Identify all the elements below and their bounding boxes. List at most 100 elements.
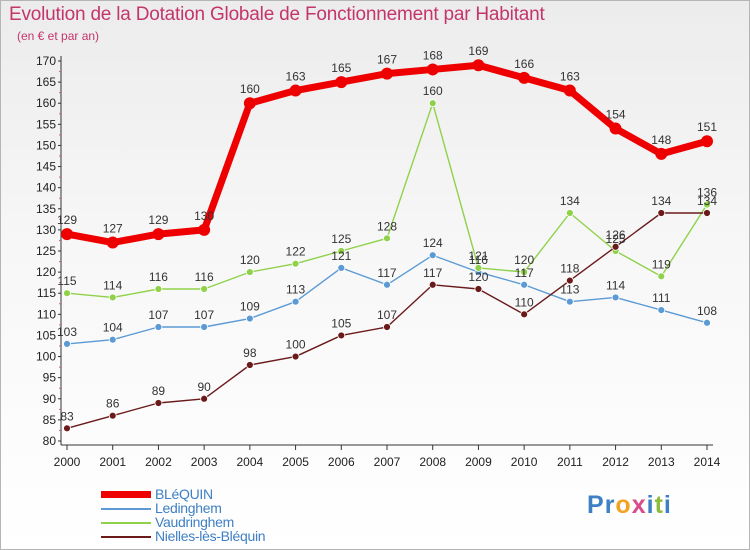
- data-point: [565, 297, 574, 306]
- data-point: [703, 200, 711, 209]
- data-point: [200, 323, 209, 331]
- data-point: [609, 122, 622, 135]
- y-tick-label: 85: [43, 413, 57, 427]
- x-tick-label: 2011: [557, 455, 583, 469]
- data-point: [657, 272, 666, 281]
- data-point: [611, 293, 620, 302]
- data-label: 116: [195, 270, 214, 284]
- data-label: 83: [60, 409, 74, 423]
- y-tick-label: 155: [36, 117, 56, 131]
- data-point: [655, 147, 668, 160]
- data-point: [428, 99, 437, 108]
- proxiti-logo: Proxiti: [587, 491, 672, 520]
- data-point: [337, 263, 346, 272]
- x-tick-label: 2001: [99, 455, 126, 469]
- data-label: 117: [515, 266, 534, 280]
- data-point: [520, 268, 529, 277]
- data-label: 119: [652, 257, 671, 271]
- data-label: 151: [697, 120, 717, 134]
- data-point: [243, 97, 256, 110]
- data-point: [472, 59, 485, 72]
- y-tick-label: 150: [36, 138, 56, 152]
- y-tick-label: 80: [43, 434, 57, 448]
- data-label: 118: [560, 262, 579, 276]
- data-label: 163: [286, 70, 306, 84]
- data-point: [565, 209, 574, 217]
- chart-title: Evolution de la Dotation Globale de Fonc…: [9, 4, 545, 25]
- data-point: [61, 228, 73, 241]
- data-label: 114: [103, 278, 122, 292]
- legend-swatch: [101, 491, 151, 498]
- y-tick-label: 125: [36, 244, 56, 258]
- y-tick-label: 100: [36, 350, 56, 364]
- data-point: [108, 335, 117, 344]
- data-point: [291, 259, 300, 268]
- data-point: [657, 209, 666, 217]
- x-tick-label: 2000: [54, 455, 81, 469]
- data-point: [245, 361, 254, 369]
- data-point: [289, 84, 302, 97]
- data-point: [335, 76, 348, 89]
- y-tick-label: 145: [36, 160, 56, 174]
- data-label: 128: [377, 219, 397, 233]
- legend-swatch: [101, 508, 151, 510]
- x-tick-label: 2005: [282, 455, 309, 469]
- data-point: [428, 251, 437, 260]
- legend-label: BLéQUIN: [155, 486, 213, 502]
- data-label: 127: [103, 222, 123, 236]
- data-label: 129: [57, 213, 77, 227]
- data-point: [428, 280, 437, 289]
- data-label: 130: [194, 209, 214, 223]
- data-label: 107: [148, 308, 168, 322]
- data-point: [474, 263, 483, 272]
- data-label: 89: [152, 384, 166, 398]
- data-label: 104: [103, 321, 123, 335]
- data-point: [383, 323, 391, 331]
- data-label: 115: [57, 274, 76, 288]
- data-label: 134: [651, 194, 671, 208]
- data-point: [337, 331, 346, 340]
- data-label: 110: [515, 295, 534, 309]
- data-label: 113: [560, 283, 579, 297]
- data-label: 116: [469, 253, 488, 267]
- data-label: 107: [377, 308, 397, 322]
- logo-letter: i: [663, 491, 672, 519]
- data-label: 98: [243, 346, 257, 360]
- logo-letter: P: [587, 491, 605, 519]
- y-tick-label: 110: [37, 307, 56, 321]
- data-point: [563, 84, 576, 97]
- data-point: [291, 297, 300, 306]
- y-tick-label: 90: [43, 392, 57, 406]
- data-point: [703, 318, 711, 327]
- data-label: 148: [651, 133, 671, 147]
- data-point: [426, 63, 439, 76]
- x-tick-label: 2009: [465, 455, 492, 469]
- data-point: [518, 71, 531, 84]
- data-label: 86: [106, 397, 120, 411]
- data-point: [63, 289, 71, 298]
- data-point: [245, 314, 254, 323]
- data-label: 121: [468, 249, 488, 263]
- data-label: 121: [331, 249, 351, 263]
- data-label: 120: [468, 270, 488, 284]
- y-tick-label: 170: [36, 54, 56, 68]
- data-label: 90: [197, 380, 211, 394]
- data-label: 120: [240, 253, 260, 267]
- x-tick-label: 2010: [511, 455, 538, 469]
- data-label: 109: [240, 300, 260, 314]
- logo-letter: x: [631, 491, 647, 519]
- data-label: 113: [286, 283, 305, 297]
- data-label: 166: [514, 57, 534, 71]
- data-point: [154, 285, 163, 293]
- data-point: [154, 399, 163, 407]
- data-point: [474, 285, 483, 293]
- data-label: 129: [148, 213, 168, 227]
- chart-subtitle: (en € et par an): [17, 29, 100, 43]
- data-point: [200, 285, 209, 293]
- data-label: 117: [377, 266, 396, 280]
- data-point: [106, 236, 119, 249]
- x-tick-label: 2012: [602, 455, 629, 469]
- y-tick-label: 135: [36, 202, 56, 216]
